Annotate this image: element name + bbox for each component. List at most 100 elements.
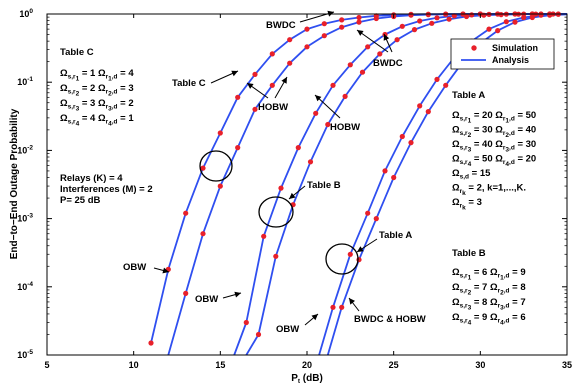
arrowhead — [315, 95, 322, 102]
table-a-title: Table A — [452, 90, 485, 101]
simulation-point — [287, 37, 293, 43]
label-table-a: Table A — [379, 230, 412, 241]
simulation-point — [269, 51, 275, 57]
simulation-point — [295, 145, 301, 151]
params-interferences: Interferences (M) = 2 — [60, 184, 153, 195]
simulation-point — [148, 340, 154, 346]
y-tick-label: 100 — [19, 8, 33, 19]
simulation-point — [408, 12, 414, 18]
table-b-line: Ωs,r3 = 8 Ωr3,d = 7 — [452, 297, 526, 312]
table-a-line: Ωrk = 3 — [452, 197, 482, 212]
simulation-point — [243, 319, 249, 326]
simulation-point — [417, 103, 423, 109]
label-table-b: Table B — [307, 180, 341, 191]
table-a-line: Ωs,r4 = 50 Ωr4,d = 20 — [452, 154, 536, 169]
arrowheads — [162, 10, 390, 321]
simulation-point — [486, 26, 492, 32]
simulation-point — [529, 14, 535, 21]
simulation-markers — [148, 11, 561, 346]
simulation-point — [252, 106, 258, 112]
table-a-line: Ωs,r2 = 30 Ωr2,d = 40 — [452, 125, 536, 140]
ellipse-table-c — [199, 150, 233, 182]
params-relays: Relays (K) = 4 — [60, 173, 123, 184]
simulation-point — [252, 71, 258, 77]
simulation-point — [434, 15, 440, 21]
table-c-line: Ωs,r4 = 4 Ωr4,d = 1 — [60, 113, 134, 128]
legend-simulation-marker — [471, 45, 477, 51]
y-tick-label: 10-3 — [17, 213, 33, 224]
arrowhead — [357, 246, 364, 252]
simulation-point — [512, 19, 518, 25]
simulation-point — [365, 210, 371, 216]
simulation-point — [342, 93, 348, 99]
simulation-point — [217, 130, 223, 136]
simulation-point — [382, 31, 388, 38]
simulation-point — [304, 26, 310, 32]
simulation-point — [425, 109, 431, 115]
legend: Simulation Analysis — [450, 38, 555, 70]
simulation-point — [359, 69, 366, 75]
simulation-point — [399, 23, 405, 29]
legend-simulation-label: Simulation — [492, 43, 538, 53]
simulation-point — [261, 233, 267, 239]
y-axis-label: End−to−End Outage Probability — [9, 108, 20, 259]
x-axis-label: Pt (dB) — [291, 373, 323, 385]
simulation-point — [269, 82, 275, 88]
simulation-point — [547, 12, 553, 18]
simulation-point — [373, 15, 379, 22]
simulation-point — [451, 13, 457, 19]
simulation-point — [434, 76, 440, 82]
table-c-line: Ωs,r1 = 1 Ωr1,d = 4 — [60, 68, 134, 83]
simulation-point — [217, 183, 223, 189]
simulation-point — [521, 14, 527, 21]
arrowhead — [281, 77, 287, 84]
table-a-line: Ωrk = 2, k=1,...,K. — [452, 183, 526, 198]
x-tick-label: 30 — [475, 360, 485, 370]
label-bwdc-hobw: BWDC & HOBW — [354, 314, 426, 325]
x-tick-label: 35 — [562, 360, 572, 370]
y-tick-label: 10-2 — [17, 144, 33, 155]
x-tick-label: 15 — [215, 360, 225, 370]
table-b-line: Ωs,r4 = 9 Ωr4,d = 6 — [452, 312, 526, 327]
plot-area — [47, 14, 567, 355]
legend-box — [450, 38, 555, 70]
table-a-line: Ωs,d = 15 — [452, 168, 491, 181]
table-b-title: Table B — [452, 248, 486, 259]
simulation-point — [365, 44, 371, 50]
y-tick-label: 10-1 — [17, 76, 33, 87]
arrowhead — [311, 314, 318, 321]
simulation-point — [394, 37, 400, 43]
arrowhead — [162, 267, 169, 274]
arrowhead — [383, 34, 390, 41]
axis-ticks: 5 10 15 20 25 30 35 10-5 10-4 10-3 10-2 10-1 100 — [17, 8, 572, 370]
simulation-point — [425, 12, 431, 18]
x-tick-label: 20 — [302, 360, 312, 370]
simulation-point — [330, 82, 336, 88]
simulation-point — [255, 331, 262, 338]
simulation-point — [200, 231, 206, 237]
x-tick-label: 5 — [44, 360, 49, 370]
table-c-title: Table C — [60, 47, 94, 58]
simulation-point — [278, 185, 284, 191]
label-bwdc-mid: BWDC — [373, 58, 403, 69]
label-obw-3: OBW — [276, 324, 299, 335]
simulation-point — [321, 33, 327, 39]
simulation-point — [469, 12, 475, 18]
table-c-line: Ωs,r3 = 3 Ωr3,d = 2 — [60, 98, 134, 113]
ellipses — [199, 150, 359, 275]
ellipse-table-a — [325, 243, 359, 275]
table-b-line: Ωs,r2 = 7 Ωr2,d = 8 — [452, 282, 526, 297]
label-hobw-1: HOBW — [258, 102, 288, 113]
simulation-point — [200, 165, 206, 171]
simulation-point — [377, 51, 383, 57]
simulation-point — [273, 253, 279, 259]
simulation-point — [235, 145, 241, 151]
simulation-point — [429, 20, 435, 26]
simulation-point — [183, 290, 189, 296]
table-c-line: Ωs,r2 = 2 Ωr2,d = 3 — [60, 83, 134, 98]
label-obw-1: OBW — [123, 262, 146, 273]
label-obw-2: OBW — [195, 294, 218, 305]
simulation-point — [356, 19, 362, 25]
simulation-point — [411, 27, 418, 33]
